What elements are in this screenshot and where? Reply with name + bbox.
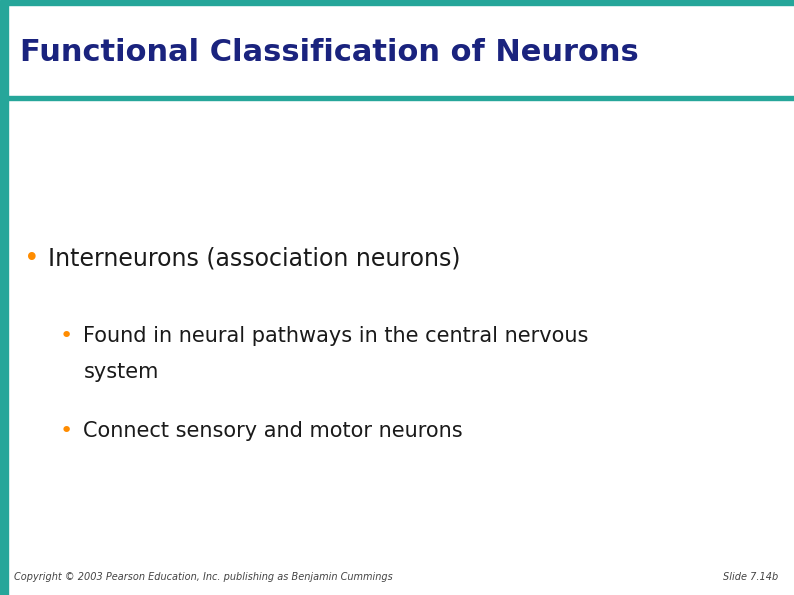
Bar [0, 5, 8, 595]
Text: system: system [83, 362, 159, 382]
Text: Found in neural pathways in the central nervous: Found in neural pathways in the central … [83, 326, 588, 346]
Text: •: • [24, 246, 40, 272]
Text: •: • [60, 421, 73, 441]
Text: •: • [60, 326, 73, 346]
Bar [0, 0, 794, 5]
Bar [8, 96, 794, 100]
Text: Interneurons (association neurons): Interneurons (association neurons) [48, 247, 461, 271]
Text: Copyright © 2003 Pearson Education, Inc. publishing as Benjamin Cummings: Copyright © 2003 Pearson Education, Inc.… [14, 572, 393, 582]
Text: Functional Classification of Neurons: Functional Classification of Neurons [20, 38, 638, 67]
Text: Connect sensory and motor neurons: Connect sensory and motor neurons [83, 421, 463, 441]
Text: Slide 7.14b: Slide 7.14b [723, 572, 778, 582]
